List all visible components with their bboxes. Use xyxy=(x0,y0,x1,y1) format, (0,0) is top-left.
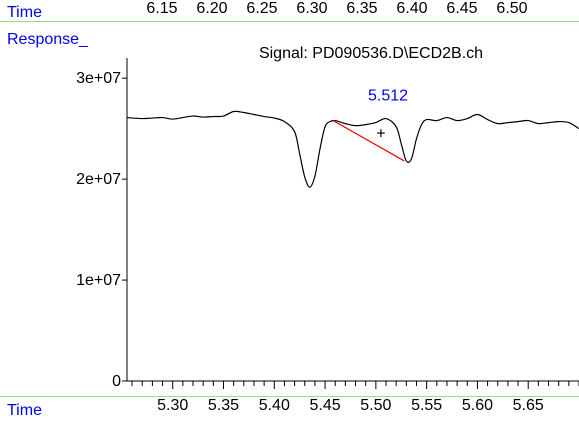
top-time-label: Time xyxy=(7,4,42,21)
top-time-row: Time 6.15 6.20 6.25 6.30 6.35 6.40 6.45 … xyxy=(0,0,579,22)
top-tick: 6.40 xyxy=(396,0,428,17)
x-tick-label: 5.40 xyxy=(259,397,290,414)
x-tick-label: 5.35 xyxy=(208,397,239,414)
y-tick-label: 2e+07 xyxy=(76,171,121,188)
signal-trace xyxy=(126,110,579,188)
bottom-time-label: Time xyxy=(7,402,42,419)
top-tick: 6.35 xyxy=(346,0,378,17)
y-tick-label: 1e+07 xyxy=(76,272,121,289)
top-tick: 6.30 xyxy=(296,0,328,17)
x-tick-label: 5.30 xyxy=(157,397,188,414)
top-tick: 6.15 xyxy=(146,0,178,17)
peak-retention-label: 5.512 xyxy=(368,87,408,104)
x-tick-label: 5.45 xyxy=(309,397,340,414)
x-tick-label: 5.55 xyxy=(411,397,442,414)
bottom-time-row: Time xyxy=(0,396,579,422)
x-tick-label: 5.60 xyxy=(462,397,493,414)
peak-apex-marker: + xyxy=(376,126,385,143)
top-tick: 6.20 xyxy=(196,0,228,17)
x-tick-label: 5.50 xyxy=(360,397,391,414)
response-label: Response_ xyxy=(7,31,88,48)
integration-baseline xyxy=(332,120,405,162)
y-tick-label: 3e+07 xyxy=(76,70,121,87)
top-tick: 6.50 xyxy=(496,0,528,17)
y-tick-label: 0 xyxy=(112,373,121,390)
x-tick-label: 5.65 xyxy=(513,397,544,414)
top-tick: 6.45 xyxy=(446,0,478,17)
chart-title: Signal: PD090536.D\ECD2B.ch xyxy=(259,45,483,62)
top-tick: 6.25 xyxy=(246,0,278,17)
